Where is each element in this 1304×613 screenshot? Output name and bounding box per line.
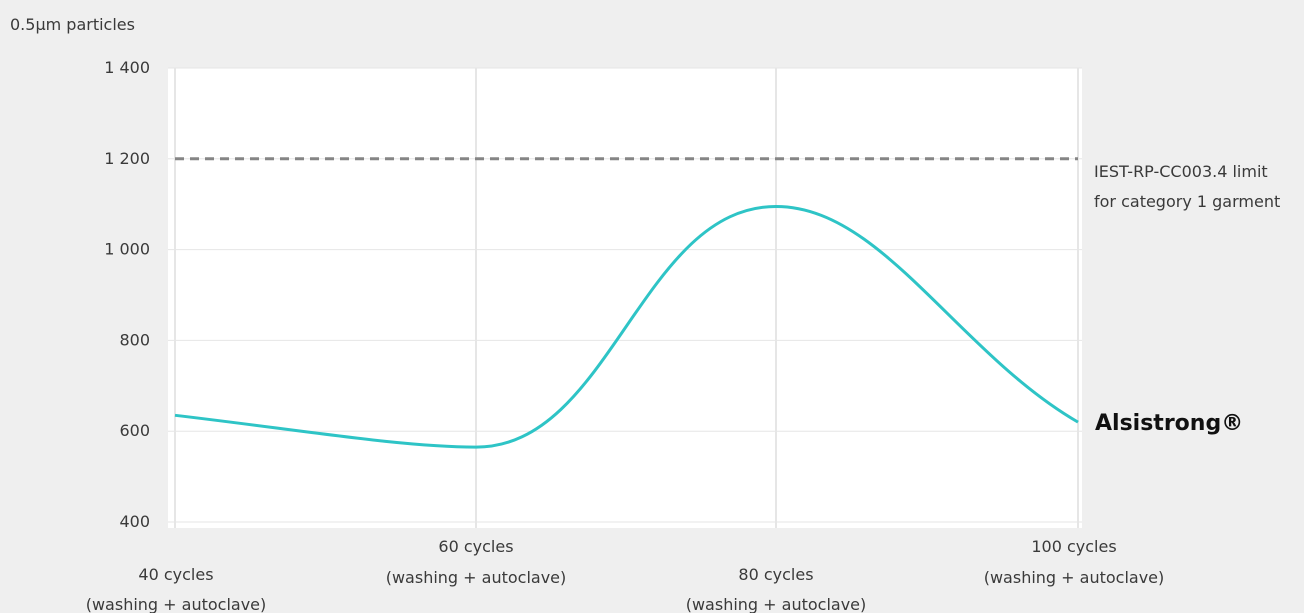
x-tick-label: 60 cycles [438,537,513,556]
y-tick-labels: 1 400 1 200 1 000 800 600 400 [104,58,150,531]
y-tick-label: 1 200 [104,149,150,168]
x-tick-sublabel: (washing + autoclave) [686,595,867,613]
reference-label-line2: for category 1 garment [1094,192,1280,211]
series-label-alsistrong: Alsistrong® [1095,411,1243,436]
y-tick-label: 400 [119,512,150,531]
series-line-alsistrong [174,204,1079,449]
grid [168,67,1082,528]
y-axis-title: 0.5µm particles [10,15,135,34]
x-tick-label: 100 cycles [1031,537,1116,556]
x-tick-labels: 40 cycles (washing + autoclave) 60 cycles (… [86,537,1165,613]
plot-area [168,68,1082,528]
x-tick-sublabel: (washing + autoclave) [984,568,1165,587]
y-tick-label: 600 [119,421,150,440]
y-tick-label: 800 [119,330,150,349]
x-tick-sublabel: (washing + autoclave) [386,568,567,587]
x-tick-label: 80 cycles [738,565,813,584]
x-tick-sublabel: (washing + autoclave) [86,595,267,613]
x-tick-label: 40 cycles [138,565,213,584]
y-tick-label: 1 400 [104,58,150,77]
y-tick-label: 1 000 [104,240,150,259]
reference-label-line1: IEST-RP-CC003.4 limit [1094,162,1268,181]
